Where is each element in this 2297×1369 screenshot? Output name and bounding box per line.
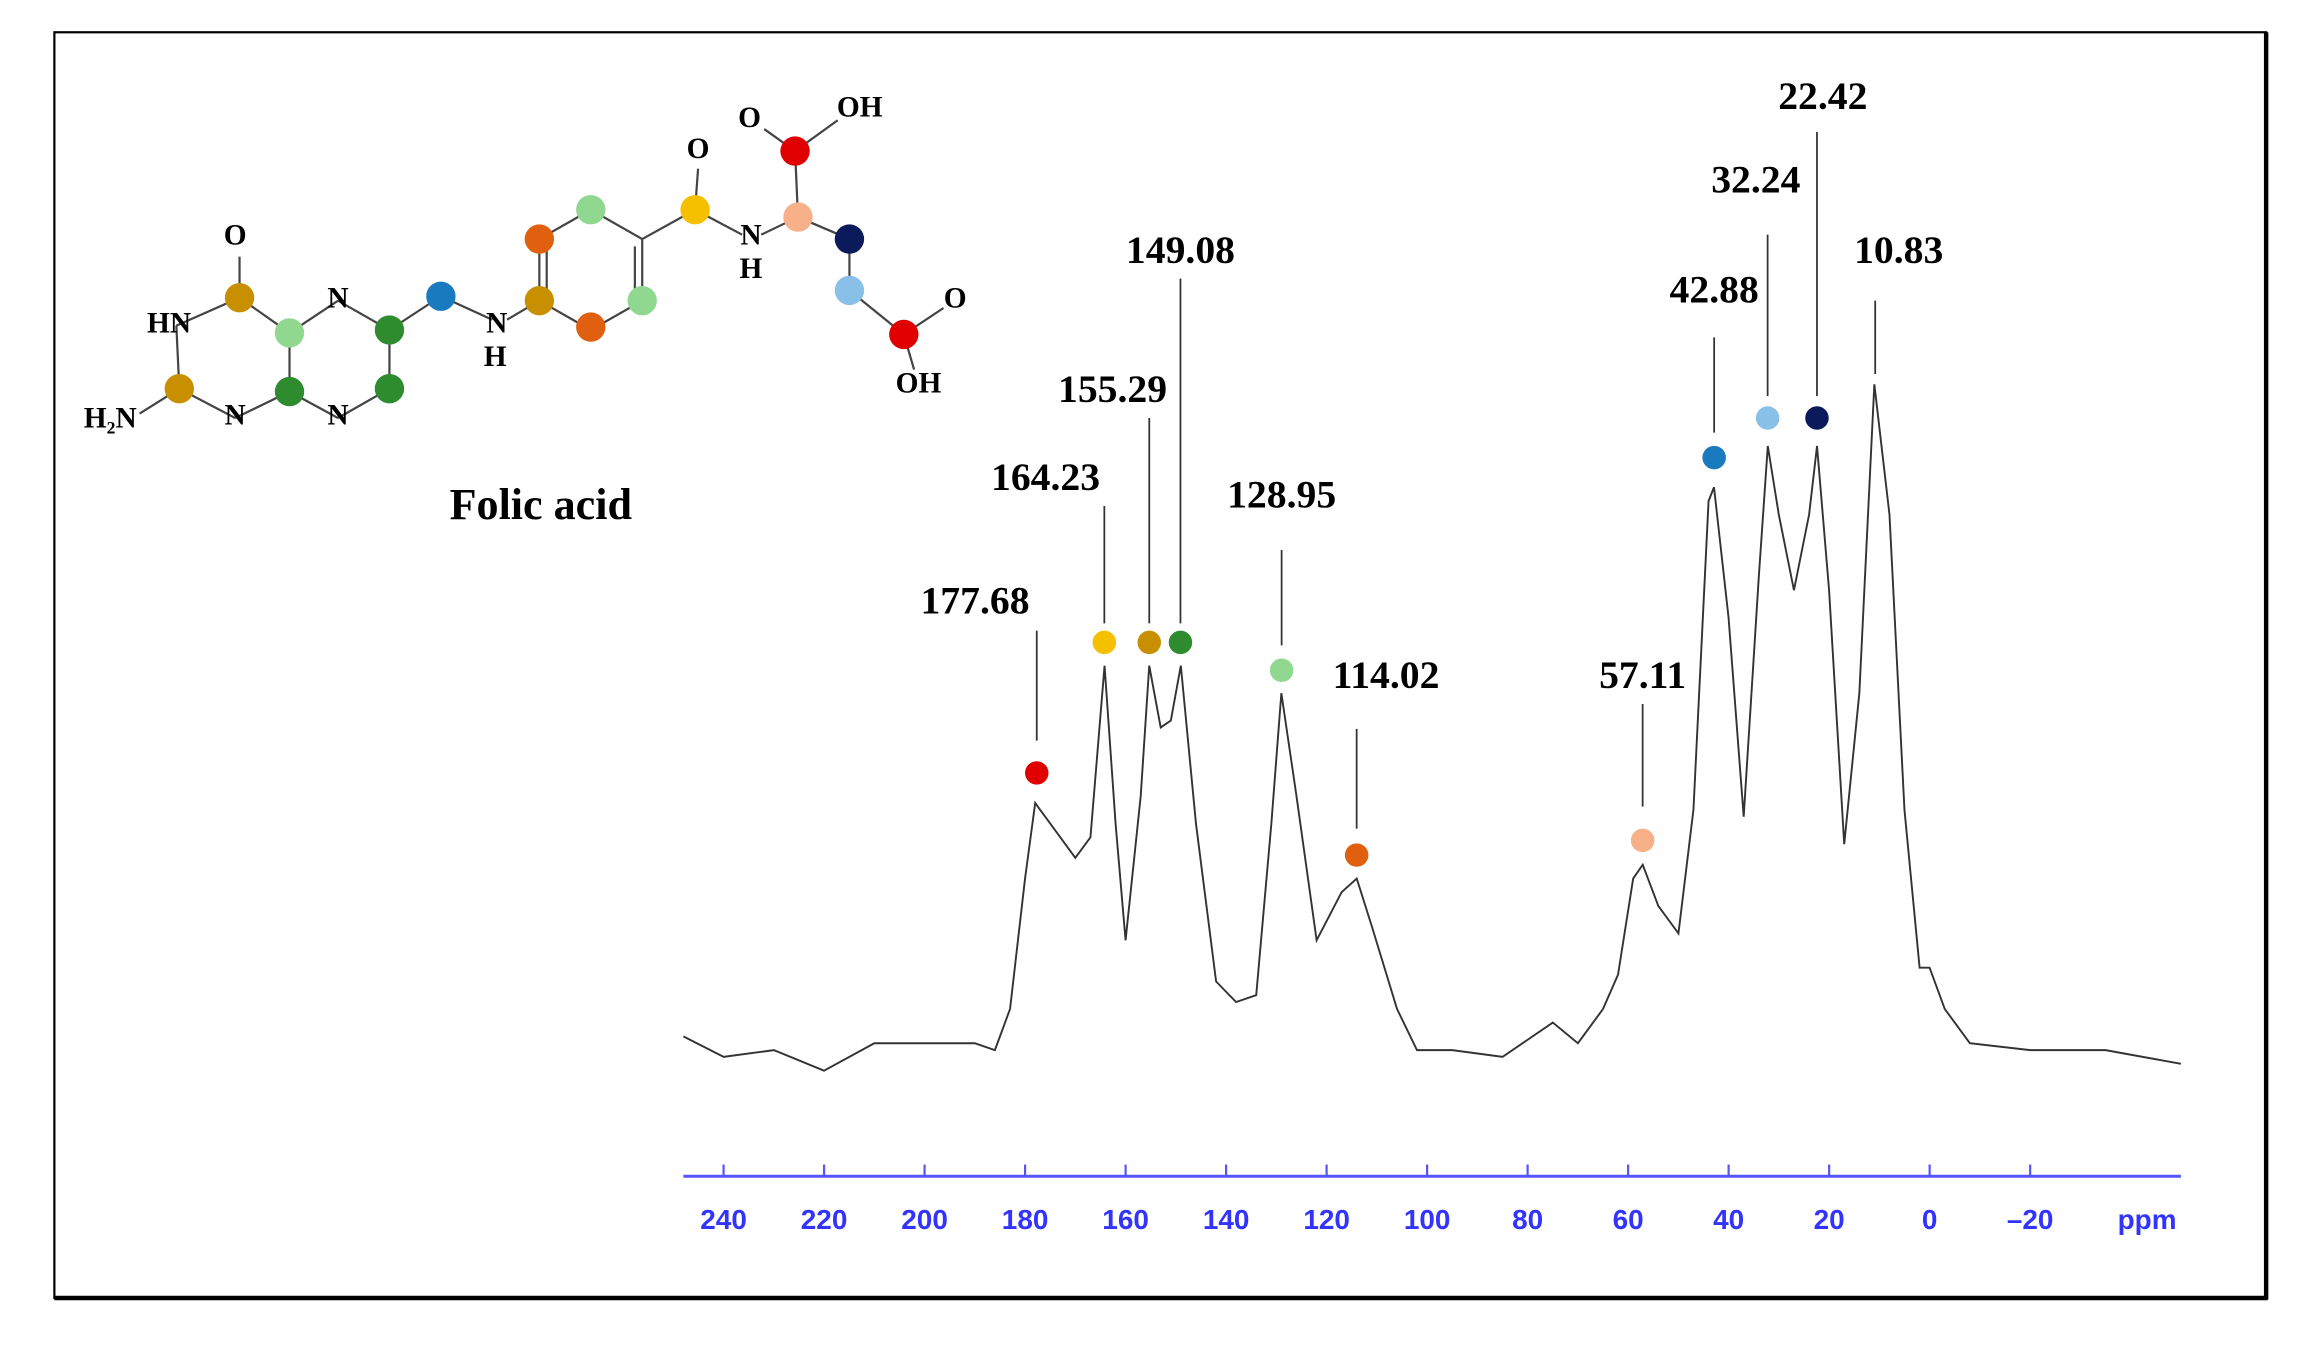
x-tick-label: 120: [1303, 1204, 1350, 1235]
peak-label: 42.88: [1670, 267, 1759, 311]
x-tick-label: 100: [1404, 1204, 1451, 1235]
peak-dot: [1344, 843, 1369, 867]
peak-dot: [1630, 828, 1655, 853]
peak-dot: [1024, 761, 1049, 785]
atom-label: O: [738, 102, 761, 134]
x-tick-label: 200: [901, 1204, 948, 1235]
atom-label: H₂N: [84, 403, 137, 435]
atom-label: O: [687, 133, 710, 165]
x-tick-label: 180: [1002, 1204, 1049, 1235]
peak-dot: [1092, 630, 1117, 655]
atom-dot: [834, 275, 865, 306]
peak-label: 177.68: [920, 578, 1029, 622]
atom-dot: [680, 195, 710, 225]
atom-dot: [889, 319, 919, 350]
atom-dot: [224, 283, 255, 313]
spectrum: [682, 384, 2182, 1072]
peak-label: 22.42: [1778, 74, 1867, 118]
x-axis-label: ppm: [2118, 1204, 2177, 1235]
peak-dot: [1137, 630, 1162, 655]
peak-label: 155.29: [1058, 367, 1167, 411]
atom-dot: [524, 224, 555, 254]
peak-dot: [1755, 406, 1780, 430]
peak-label: 32.24: [1711, 157, 1800, 201]
x-tick-label: 80: [1512, 1204, 1543, 1235]
atom-dot: [164, 374, 194, 404]
x-tick-label: –20: [2007, 1204, 2054, 1235]
atom-label: O: [944, 282, 967, 314]
peak-label: 128.95: [1227, 473, 1336, 517]
atom-dot: [374, 374, 405, 404]
x-tick-label: 20: [1814, 1204, 1845, 1235]
atom-dot: [576, 312, 606, 342]
peak-dot: [1805, 406, 1829, 430]
atom-dot: [426, 281, 456, 311]
atom-dot: [524, 286, 555, 316]
peak-label: 10.83: [1854, 228, 1943, 272]
x-tick-label: 140: [1203, 1204, 1250, 1235]
atom-dot: [834, 224, 865, 254]
peak-label: 114.02: [1333, 653, 1440, 697]
atom-label: H: [484, 341, 507, 373]
atom-label: OH: [837, 92, 883, 124]
atom-label: N: [486, 307, 507, 339]
peak-dot: [1168, 630, 1193, 655]
atom-dot: [274, 318, 305, 348]
atom-dot: [783, 202, 813, 232]
x-tick-label: 0: [1922, 1204, 1938, 1235]
peak-label: 57.11: [1599, 653, 1686, 697]
atom-label: N: [225, 400, 246, 432]
atom-label: H: [740, 253, 763, 285]
atom-dot: [576, 195, 606, 225]
atom-dot: [627, 286, 657, 316]
x-tick-label: 40: [1713, 1204, 1744, 1235]
molecule-name: Folic acid: [450, 480, 632, 529]
peak-label: 164.23: [991, 455, 1100, 499]
peak-dot: [1702, 445, 1726, 470]
atom-dot: [274, 376, 305, 407]
atom-label: OH: [896, 367, 942, 399]
atom-label: N: [327, 400, 348, 432]
peak-label: 149.08: [1126, 228, 1235, 272]
x-tick-label: 220: [801, 1204, 848, 1235]
atom-dot: [374, 315, 405, 345]
atom-dot: [780, 136, 810, 166]
x-tick-label: 60: [1613, 1204, 1644, 1235]
x-tick-label: 160: [1102, 1204, 1149, 1235]
atom-label: N: [740, 219, 761, 251]
x-tick-label: 240: [700, 1204, 747, 1235]
peak-dot: [1269, 658, 1294, 682]
atom-label: HN: [147, 307, 191, 339]
atom-label: O: [224, 219, 247, 251]
atom-label: N: [327, 282, 348, 314]
